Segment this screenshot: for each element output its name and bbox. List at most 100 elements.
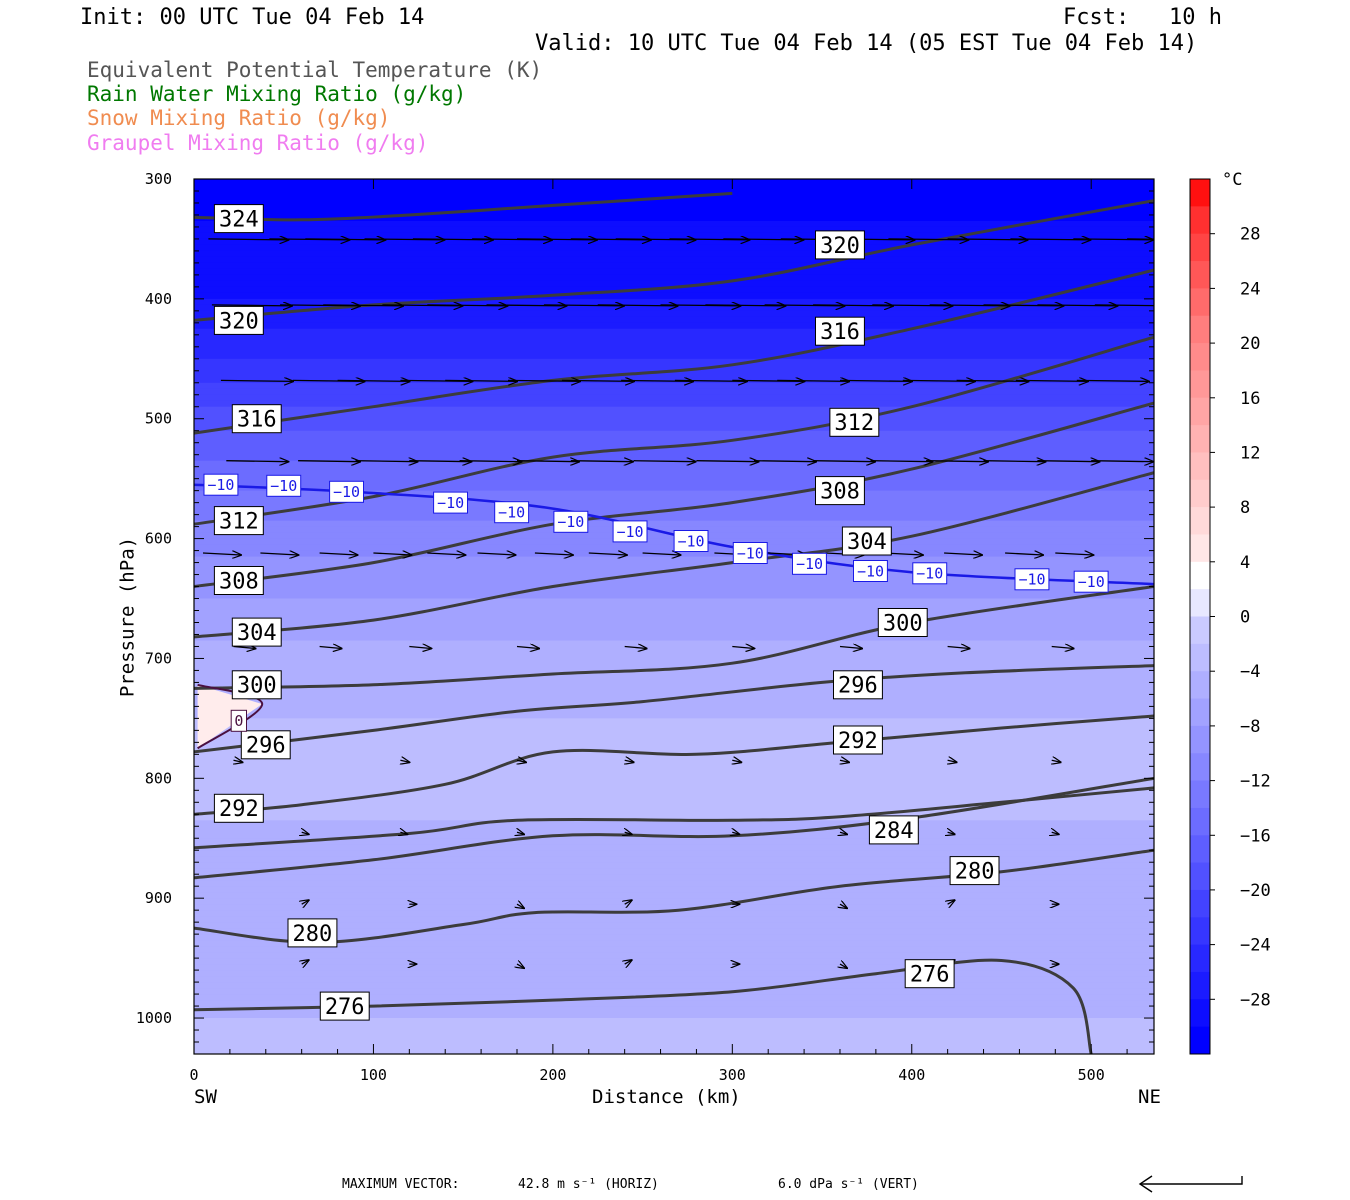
colorbar-label: 16 <box>1240 389 1260 409</box>
wind-vector <box>534 553 573 555</box>
colorbar-label: −28 <box>1240 990 1271 1010</box>
temperature-band <box>194 946 1154 953</box>
theta-e-label-box <box>231 670 282 700</box>
temperature-band <box>194 262 1154 270</box>
wind-vector <box>615 239 696 240</box>
temp-contour-label: −10 <box>207 476 234 494</box>
wind-vector <box>211 305 292 306</box>
theta-e-label-box <box>231 617 282 647</box>
theta-e-label-box <box>833 670 883 700</box>
theta-e-label: 292 <box>219 797 259 822</box>
wind-vector <box>477 553 516 555</box>
temperature-band <box>194 706 1154 714</box>
colorbar-segment <box>1190 616 1210 645</box>
y-tick-label: 500 <box>145 410 172 428</box>
temperature-band <box>194 280 1154 288</box>
temperature-band <box>194 754 1154 762</box>
theta-e-line-284 <box>194 776 1154 880</box>
temperature-band <box>194 1012 1154 1019</box>
colorbar-segment <box>1190 179 1210 207</box>
wind-vector <box>1073 239 1153 240</box>
temp-contour-label-box <box>1014 568 1050 591</box>
temperature-band <box>194 772 1154 780</box>
temperature-band <box>194 928 1154 935</box>
colorbar-segment <box>1190 343 1210 371</box>
temperature-band <box>194 898 1154 905</box>
temperature-band <box>194 844 1154 851</box>
theta-e-label: 276 <box>910 963 950 988</box>
wind-vector <box>319 647 342 649</box>
wind-vector <box>732 647 754 649</box>
wind-vector <box>948 760 957 762</box>
colorbar-label: 20 <box>1240 334 1260 354</box>
x-tick-label: 500 <box>1078 1066 1105 1084</box>
colorbar-segment <box>1190 753 1210 782</box>
temperature-band <box>194 340 1154 348</box>
wind-vector <box>517 964 524 968</box>
temperature-band <box>194 472 1154 480</box>
temperature-band <box>194 286 1154 294</box>
wind-vector <box>516 239 597 240</box>
contour-labels: 324 320 320 316 316 312 312 308 308 304 304 300 300 2… <box>203 204 1109 1021</box>
colorbar-segment <box>1190 452 1210 481</box>
y-axis-title: Pressure (hPa) <box>116 536 139 698</box>
theta-e-label-box <box>815 316 865 346</box>
temperature-band <box>194 994 1154 1001</box>
wind-vector <box>323 305 403 306</box>
wind-vector <box>400 760 409 762</box>
wind-vector <box>233 647 256 649</box>
wind-vector <box>1010 239 1090 240</box>
temperature-band <box>194 1000 1154 1007</box>
wind-vector <box>1094 304 1154 307</box>
theta-e-label: 300 <box>237 674 277 699</box>
colorbar-label: −24 <box>1240 936 1271 956</box>
x-tick-label: 100 <box>360 1066 387 1084</box>
wind-vector <box>983 461 1046 462</box>
theta-e-label: 312 <box>834 411 874 436</box>
temperature-band <box>194 424 1154 432</box>
temp-contour-label: −10 <box>1078 573 1105 591</box>
temperature-band <box>194 520 1154 528</box>
temperature-band <box>194 826 1154 834</box>
temp-contour-label-box <box>853 560 888 582</box>
theta-e-label-box <box>904 959 955 989</box>
temperature-band <box>194 838 1154 845</box>
y-tick-label: 1000 <box>136 1009 172 1027</box>
wind-vector <box>705 305 785 306</box>
temperature-band <box>194 934 1154 941</box>
temperature-band <box>194 952 1154 959</box>
temp-contour-label-box <box>673 530 709 552</box>
temperature-band <box>194 748 1154 756</box>
temp-contour-label: −10 <box>270 477 297 495</box>
wind-vector <box>813 305 893 306</box>
x-tick-label: 300 <box>719 1066 746 1084</box>
temperature-band <box>194 418 1154 426</box>
wind-vector <box>696 461 758 462</box>
theta-e-label: 304 <box>847 530 887 555</box>
colorbar-segment <box>1190 315 1210 344</box>
temp-contour-label: −10 <box>1018 571 1045 589</box>
temperature-band <box>194 197 1154 204</box>
temp-contour-label: −10 <box>737 544 764 562</box>
wind-vector <box>570 461 633 462</box>
temperature-band <box>194 802 1154 810</box>
colorbar-segment <box>1190 507 1210 535</box>
theta-e-label: 304 <box>237 621 277 646</box>
forecast-hour-label: Fcst: 10 h <box>1063 5 1222 30</box>
temperature-band <box>194 676 1154 684</box>
temperature-band <box>194 466 1154 474</box>
temperature-band <box>194 976 1154 983</box>
wind-vector <box>956 380 1029 381</box>
temp-contour-label: −10 <box>333 483 360 501</box>
wind-vector <box>723 239 803 240</box>
temperature-band <box>194 328 1154 336</box>
temperature-band <box>194 508 1154 516</box>
theta-e-line-300 <box>194 585 1154 690</box>
theta-e-label-box <box>213 793 264 823</box>
wind-vector <box>625 960 632 964</box>
temperature-band <box>194 958 1154 965</box>
temperature-band <box>194 586 1154 594</box>
temperature-band <box>194 292 1154 300</box>
colorbar-segment <box>1190 917 1210 946</box>
temperature-band <box>194 688 1154 696</box>
